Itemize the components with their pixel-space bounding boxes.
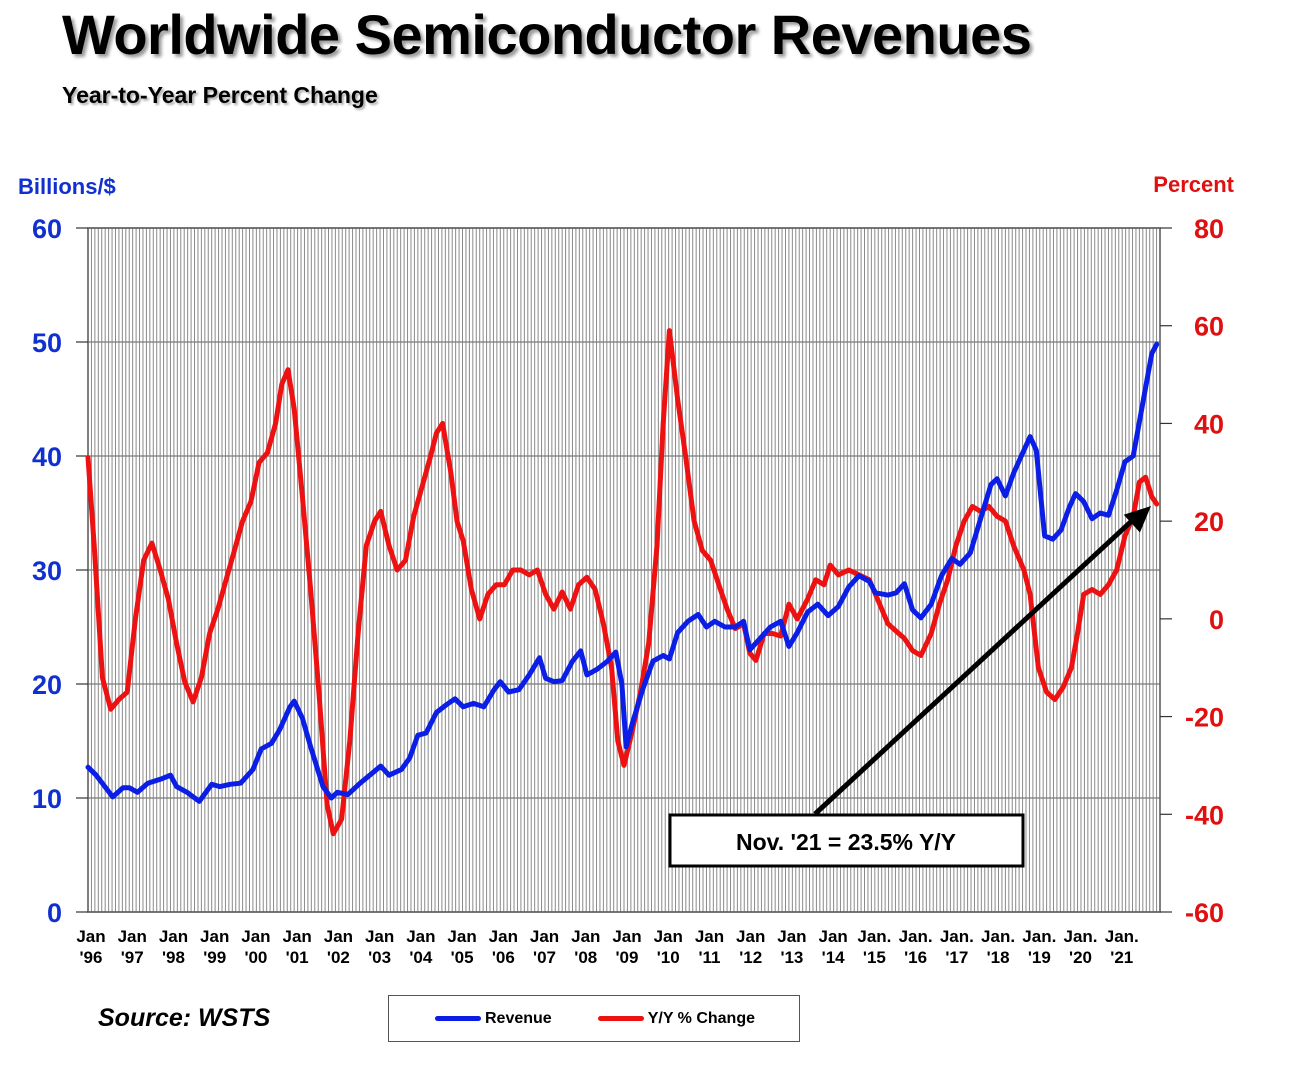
x-tick-label-year: '10 <box>657 948 680 967</box>
x-tick-label-month: Jan <box>159 927 188 946</box>
x-tick-label-month: Jan <box>612 927 641 946</box>
left-tick-label: 20 <box>32 670 62 700</box>
x-tick-label-year: '04 <box>409 948 432 967</box>
x-tick-label-year: '15 <box>863 948 886 967</box>
x-tick-label-month: Jan <box>241 927 270 946</box>
left-tick-label: 40 <box>32 442 62 472</box>
x-tick-label-year: '21 <box>1110 948 1133 967</box>
x-tick-label-month: Jan <box>406 927 435 946</box>
x-tick-label-year: '11 <box>698 948 720 967</box>
left-axis-label: Billions/$ <box>18 174 116 199</box>
x-tick-label-month: Jan <box>447 927 476 946</box>
x-tick-label-year: '13 <box>780 948 803 967</box>
right-tick-label: 0 <box>1209 605 1224 635</box>
x-tick-label-month: Jan <box>571 927 600 946</box>
left-tick-label: 10 <box>32 784 62 814</box>
x-tick-label-year: '14 <box>822 948 845 967</box>
annotation-text: Nov. '21 = 23.5% Y/Y <box>736 829 956 855</box>
x-tick-label-year: '96 <box>80 948 103 967</box>
annotation-arrow-head <box>1123 506 1151 533</box>
x-tick-label-month: Jan. <box>1105 927 1139 946</box>
right-tick-label: 20 <box>1194 507 1224 537</box>
x-tick-label-year: '07 <box>533 948 556 967</box>
legend-label-yoy: Y/Y % Change <box>647 1009 755 1027</box>
x-tick-label-month: Jan <box>736 927 765 946</box>
x-tick-label-year: '20 <box>1069 948 1092 967</box>
x-tick-label-month: Jan <box>118 927 147 946</box>
right-axis-ticks: -60 -40 -20 0 20 40 60 80 <box>1160 214 1224 928</box>
x-tick-label-year: '05 <box>451 948 474 967</box>
series-line-revenue <box>85 341 1160 804</box>
x-tick-label-month: Jan <box>365 927 394 946</box>
annotation-box <box>668 813 1025 868</box>
legend-label-revenue: Revenue <box>485 1009 552 1027</box>
chart-title: Worldwide Semiconductor Revenues <box>62 3 1032 66</box>
left-tick-label: 30 <box>32 556 62 586</box>
left-tick-label: 60 <box>32 214 62 244</box>
legend-swatch-revenue <box>435 1016 481 1021</box>
x-tick-label-year: '99 <box>203 948 226 967</box>
x-tick-label-month: Jan. <box>1064 927 1098 946</box>
x-tick-label-month: Jan. <box>1022 927 1056 946</box>
x-tick-label-year: '02 <box>327 948 350 967</box>
legend: Revenue Y/Y % Change <box>388 995 800 1042</box>
x-tick-label-year: '98 <box>162 948 185 967</box>
x-tick-label-year: '97 <box>121 948 144 967</box>
x-tick-label-month: Jan <box>489 927 518 946</box>
right-tick-label: 40 <box>1194 409 1224 439</box>
legend-item-revenue: Revenue <box>435 1010 552 1028</box>
legend-item-yoy: Y/Y % Change <box>597 1009 755 1028</box>
x-tick-label-month: Jan <box>530 927 559 946</box>
x-tick-label-month: Jan <box>283 927 312 946</box>
annotation-arrow-line <box>813 514 1139 816</box>
x-tick-label-year: '09 <box>616 948 639 967</box>
x-tick-label-month: Jan <box>654 927 683 946</box>
right-axis-label: Percent <box>1153 172 1234 197</box>
x-tick-label-year: '08 <box>574 948 597 967</box>
right-tick-label: -20 <box>1185 703 1224 733</box>
right-tick-label: -40 <box>1185 800 1224 830</box>
chart-grid <box>87 227 1161 913</box>
x-tick-label-year: '00 <box>244 948 267 967</box>
legend-swatch-yoy <box>597 1016 644 1021</box>
x-tick-label-year: '16 <box>904 948 927 967</box>
x-tick-label-month: Jan <box>695 927 724 946</box>
x-tick-label-month: Jan <box>819 927 848 946</box>
x-tick-label-year: '06 <box>492 948 515 967</box>
x-tick-label-year: '18 <box>987 948 1010 967</box>
source-note: Source: WSTS <box>98 1004 271 1032</box>
x-tick-label-month: Jan. <box>940 927 974 946</box>
x-tick-label-month: Jan <box>324 927 353 946</box>
x-tick-label-month: Jan. <box>981 927 1015 946</box>
annotation-group: Nov. '21 = 23.5% Y/Y <box>668 506 1151 868</box>
x-tick-label-year: '01 <box>286 948 309 967</box>
x-tick-label-month: Jan <box>76 927 105 946</box>
x-tick-label-year: '17 <box>945 948 968 967</box>
chart-subtitle: Year-to-Year Percent Change <box>62 82 378 108</box>
x-tick-label-month: Jan <box>777 927 806 946</box>
x-tick-label-month: Jan. <box>899 927 933 946</box>
x-tick-label-year: '12 <box>739 948 762 967</box>
x-axis-ticks: Jan '96 Jan '97 Jan '98 Jan '99 Jan '00 Jan '01 Jan '… <box>76 927 1138 967</box>
x-tick-label-year: '03 <box>368 948 391 967</box>
left-tick-label: 50 <box>32 328 62 358</box>
series-lines <box>85 328 1160 837</box>
left-axis-ticks: 0 10 20 30 40 50 60 <box>32 214 88 928</box>
right-tick-label: 80 <box>1194 214 1224 244</box>
right-tick-label: 60 <box>1194 312 1224 342</box>
x-tick-label-month: Jan <box>200 927 229 946</box>
left-tick-label: 0 <box>47 898 62 928</box>
right-tick-label: -60 <box>1185 898 1224 928</box>
x-tick-label-month: Jan. <box>857 927 891 946</box>
x-tick-label-year: '19 <box>1028 948 1051 967</box>
